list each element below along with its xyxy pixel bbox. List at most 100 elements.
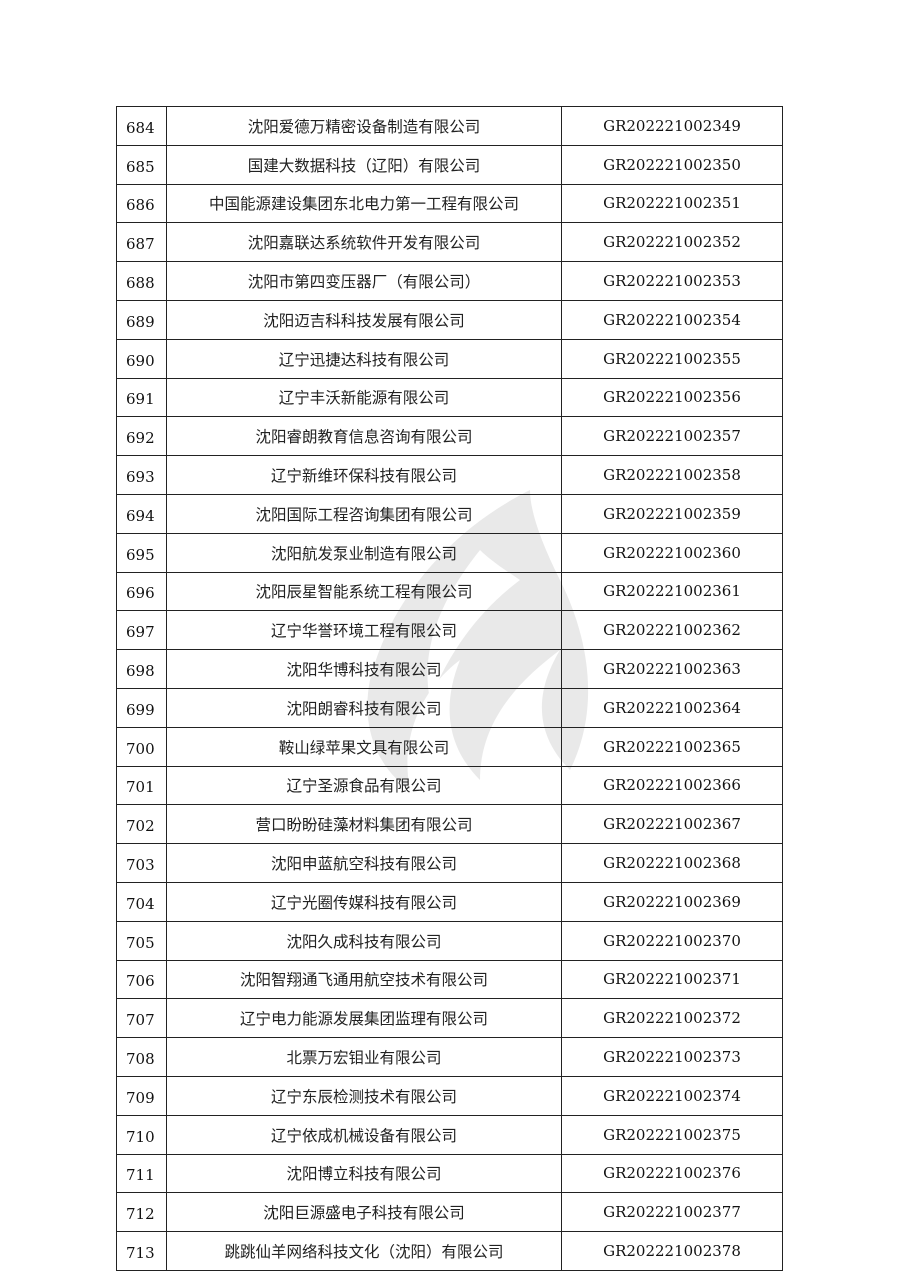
certificate-code: GR202221002358 <box>561 455 783 495</box>
company-name: 辽宁华誉环境工程有限公司 <box>166 610 562 651</box>
table-row: 701 辽宁圣源食品有限公司 GR202221002366 <box>116 765 783 806</box>
company-name: 沈阳迈吉科科技发展有限公司 <box>166 299 562 340</box>
table-row: 712 沈阳巨源盛电子科技有限公司 GR202221002377 <box>116 1192 783 1233</box>
row-number: 709 <box>116 1075 167 1116</box>
table-row: 698 沈阳华博科技有限公司 GR202221002363 <box>116 649 783 689</box>
certificate-code: GR202221002372 <box>561 998 783 1039</box>
certificate-code: GR202221002363 <box>561 649 783 689</box>
company-name: 沈阳爱德万精密设备制造有限公司 <box>166 106 562 146</box>
company-name: 沈阳智翔通飞通用航空技术有限公司 <box>166 959 562 1000</box>
row-number: 695 <box>116 532 167 573</box>
table-row: 702 营口盼盼硅藻材料集团有限公司 GR202221002367 <box>116 804 783 845</box>
certificate-code: GR202221002373 <box>561 1037 783 1077</box>
certificate-code: GR202221002359 <box>561 493 783 534</box>
certificate-code: GR202221002350 <box>561 144 783 185</box>
table-row: 711 沈阳博立科技有限公司 GR202221002376 <box>116 1153 783 1194</box>
certificate-code: GR202221002370 <box>561 920 783 961</box>
table-row: 700 鞍山绿苹果文具有限公司 GR202221002365 <box>116 726 783 767</box>
row-number: 702 <box>116 804 167 845</box>
row-number: 711 <box>116 1153 167 1194</box>
certificate-code: GR202221002371 <box>561 959 783 1000</box>
row-number: 688 <box>116 261 167 301</box>
table-row: 696 沈阳辰星智能系统工程有限公司 GR202221002361 <box>116 571 783 612</box>
table-row: 694 沈阳国际工程咨询集团有限公司 GR202221002359 <box>116 493 783 534</box>
company-name: 辽宁新维环保科技有限公司 <box>166 455 562 495</box>
certificate-code: GR202221002352 <box>561 222 783 263</box>
row-number: 708 <box>116 1037 167 1077</box>
table-row: 689 沈阳迈吉科科技发展有限公司 GR202221002354 <box>116 299 783 340</box>
company-name: 沈阳嘉联达系统软件开发有限公司 <box>166 222 562 263</box>
table-row: 685 国建大数据科技（辽阳）有限公司 GR202221002350 <box>116 144 783 185</box>
table-row: 704 辽宁光圈传媒科技有限公司 GR202221002369 <box>116 881 783 922</box>
company-name: 沈阳国际工程咨询集团有限公司 <box>166 493 562 534</box>
certificate-code: GR202221002356 <box>561 377 783 418</box>
certificate-code: GR202221002365 <box>561 726 783 767</box>
table-row: 684 沈阳爱德万精密设备制造有限公司 GR202221002349 <box>116 106 783 146</box>
table-row: 706 沈阳智翔通飞通用航空技术有限公司 GR202221002371 <box>116 959 783 1000</box>
certificate-code: GR202221002377 <box>561 1192 783 1233</box>
table-row: 690 辽宁迅捷达科技有限公司 GR202221002355 <box>116 338 783 379</box>
table-row: 709 辽宁东辰检测技术有限公司 GR202221002374 <box>116 1075 783 1116</box>
company-name: 中国能源建设集团东北电力第一工程有限公司 <box>166 183 562 224</box>
certificate-code: GR202221002364 <box>561 687 783 728</box>
row-number: 691 <box>116 377 167 418</box>
company-name: 辽宁电力能源发展集团监理有限公司 <box>166 998 562 1039</box>
company-name: 辽宁圣源食品有限公司 <box>166 765 562 806</box>
certificate-code: GR202221002351 <box>561 183 783 224</box>
table-row: 708 北票万宏钼业有限公司 GR202221002373 <box>116 1037 783 1077</box>
certificate-code: GR202221002362 <box>561 610 783 651</box>
table-row: 707 辽宁电力能源发展集团监理有限公司 GR202221002372 <box>116 998 783 1039</box>
company-name: 沈阳申蓝航空科技有限公司 <box>166 843 562 883</box>
table-row: 713 跳跳仙羊网络科技文化（沈阳）有限公司 GR202221002378 <box>116 1231 783 1271</box>
table-row: 686 中国能源建设集团东北电力第一工程有限公司 GR202221002351 <box>116 183 783 224</box>
certificate-code: GR202221002355 <box>561 338 783 379</box>
company-name: 辽宁迅捷达科技有限公司 <box>166 338 562 379</box>
certificate-code: GR202221002353 <box>561 261 783 301</box>
company-name: 沈阳航发泵业制造有限公司 <box>166 532 562 573</box>
table-row: 705 沈阳久成科技有限公司 GR202221002370 <box>116 920 783 961</box>
certificate-code: GR202221002361 <box>561 571 783 612</box>
row-number: 684 <box>116 106 167 146</box>
table-row: 687 沈阳嘉联达系统软件开发有限公司 GR202221002352 <box>116 222 783 263</box>
certificate-code: GR202221002357 <box>561 416 783 457</box>
row-number: 704 <box>116 881 167 922</box>
company-name: 沈阳久成科技有限公司 <box>166 920 562 961</box>
table-row: 693 辽宁新维环保科技有限公司 GR202221002358 <box>116 455 783 495</box>
company-name: 跳跳仙羊网络科技文化（沈阳）有限公司 <box>166 1231 562 1271</box>
row-number: 700 <box>116 726 167 767</box>
company-name: 沈阳巨源盛电子科技有限公司 <box>166 1192 562 1233</box>
company-name: 营口盼盼硅藻材料集团有限公司 <box>166 804 562 845</box>
row-number: 712 <box>116 1192 167 1233</box>
table-row: 703 沈阳申蓝航空科技有限公司 GR202221002368 <box>116 843 783 883</box>
certificate-code: GR202221002366 <box>561 765 783 806</box>
table-row: 691 辽宁丰沃新能源有限公司 GR202221002356 <box>116 377 783 418</box>
company-name: 辽宁丰沃新能源有限公司 <box>166 377 562 418</box>
certificate-code: GR202221002375 <box>561 1114 783 1155</box>
company-name: 辽宁光圈传媒科技有限公司 <box>166 881 562 922</box>
row-number: 694 <box>116 493 167 534</box>
company-name: 沈阳辰星智能系统工程有限公司 <box>166 571 562 612</box>
row-number: 698 <box>116 649 167 689</box>
row-number: 685 <box>116 144 167 185</box>
row-number: 697 <box>116 610 167 651</box>
table-row: 697 辽宁华誉环境工程有限公司 GR202221002362 <box>116 610 783 651</box>
company-name: 辽宁东辰检测技术有限公司 <box>166 1075 562 1116</box>
company-name: 沈阳华博科技有限公司 <box>166 649 562 689</box>
row-number: 710 <box>116 1114 167 1155</box>
company-name: 鞍山绿苹果文具有限公司 <box>166 726 562 767</box>
row-number: 687 <box>116 222 167 263</box>
row-number: 696 <box>116 571 167 612</box>
certificate-code: GR202221002360 <box>561 532 783 573</box>
row-number: 707 <box>116 998 167 1039</box>
company-name: 国建大数据科技（辽阳）有限公司 <box>166 144 562 185</box>
row-number: 705 <box>116 920 167 961</box>
company-name: 沈阳朗睿科技有限公司 <box>166 687 562 728</box>
company-table: 684 沈阳爱德万精密设备制造有限公司 GR202221002349 685 国建大数据… <box>116 106 783 1271</box>
row-number: 692 <box>116 416 167 457</box>
certificate-code: GR202221002376 <box>561 1153 783 1194</box>
row-number: 689 <box>116 299 167 340</box>
certificate-code: GR202221002369 <box>561 881 783 922</box>
certificate-code: GR202221002374 <box>561 1075 783 1116</box>
row-number: 701 <box>116 765 167 806</box>
certificate-code: GR202221002378 <box>561 1231 783 1271</box>
